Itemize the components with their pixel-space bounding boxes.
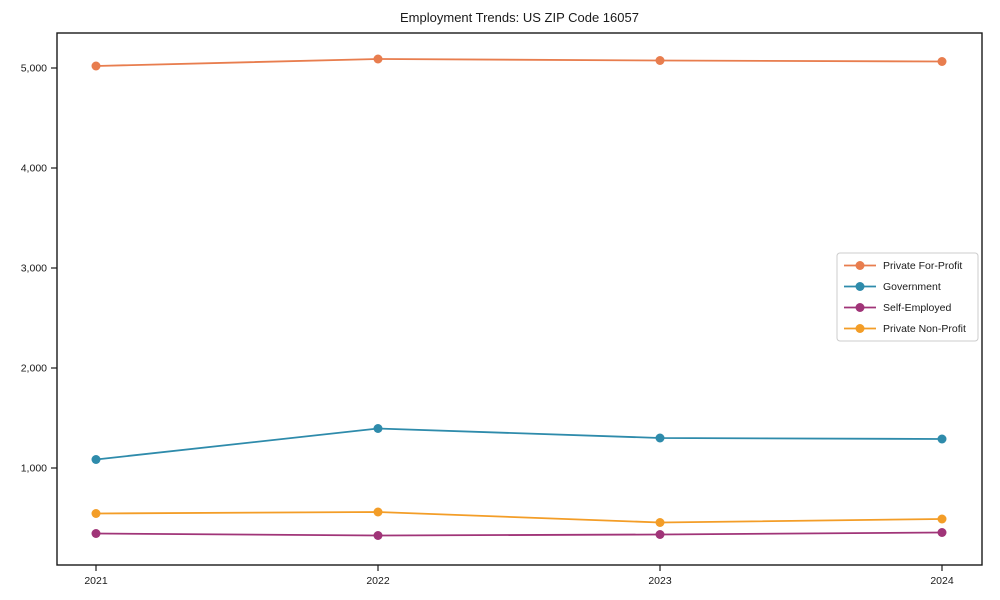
data-point <box>91 509 101 518</box>
data-point <box>937 57 947 66</box>
y-axis-tick-label: 1,000 <box>21 463 47 475</box>
data-point <box>937 434 947 444</box>
legend-swatch-marker <box>855 324 865 333</box>
legend-swatch-marker <box>855 303 865 312</box>
x-axis-tick-label: 2022 <box>366 575 390 587</box>
data-point <box>655 56 665 65</box>
data-point <box>91 455 101 464</box>
plot-border <box>56 32 983 566</box>
y-axis-tick-label: 2,000 <box>21 363 47 375</box>
legend-swatch-marker <box>855 282 865 291</box>
data-point <box>655 530 665 539</box>
series-line-self-employed <box>95 531 943 537</box>
x-axis-tick-label: 2021 <box>84 575 108 587</box>
data-point <box>937 528 947 537</box>
y-axis-tick-label: 5,000 <box>21 63 47 75</box>
data-point <box>655 518 665 527</box>
legend-item-label: Self-Employed <box>883 302 951 314</box>
chart-title: Employment Trends: US ZIP Code 16057 <box>400 10 639 25</box>
series-line-private-non-profit <box>95 511 943 524</box>
data-point <box>373 424 383 433</box>
data-point <box>373 531 383 540</box>
legend-swatch-marker <box>855 261 865 270</box>
data-point <box>373 507 383 517</box>
y-axis-tick-label: 3,000 <box>21 263 47 275</box>
legend-item-label: Private Non-Profit <box>883 323 966 335</box>
data-point <box>91 61 101 71</box>
x-axis-tick-label: 2024 <box>930 575 954 587</box>
data-point <box>937 514 947 524</box>
data-point <box>655 433 665 443</box>
legend-item-label: Private For-Profit <box>883 260 962 272</box>
x-axis-tick-label: 2023 <box>648 575 672 587</box>
series-line-private-for-profit <box>95 58 943 67</box>
legend-item-label: Government <box>883 281 941 293</box>
y-axis-tick-label: 4,000 <box>21 163 47 175</box>
data-point <box>91 529 101 538</box>
series-line-government <box>95 427 943 461</box>
data-point <box>373 54 383 64</box>
legend-box <box>836 252 979 342</box>
